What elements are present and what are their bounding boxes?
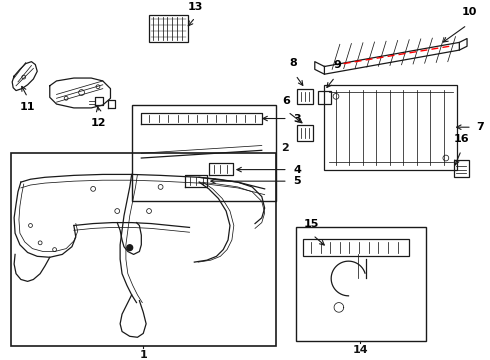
Text: 13: 13 <box>188 1 203 12</box>
Bar <box>297 89 313 104</box>
Bar <box>132 105 276 201</box>
Text: 4: 4 <box>294 165 301 175</box>
Bar <box>297 125 313 141</box>
Bar <box>149 15 188 42</box>
Bar <box>11 153 276 346</box>
Text: 14: 14 <box>352 345 368 355</box>
Text: 2: 2 <box>281 143 289 153</box>
Text: 10: 10 <box>461 7 477 17</box>
Bar <box>295 228 426 341</box>
Text: 3: 3 <box>294 113 301 123</box>
Text: 1: 1 <box>139 350 147 360</box>
Text: 16: 16 <box>453 134 469 144</box>
Bar <box>303 239 409 256</box>
Text: 6: 6 <box>282 96 290 106</box>
Text: 5: 5 <box>294 176 301 186</box>
Text: 11: 11 <box>20 102 35 112</box>
Text: 9: 9 <box>333 60 341 70</box>
Text: 15: 15 <box>303 219 318 229</box>
Bar <box>454 160 469 177</box>
Bar <box>324 85 457 170</box>
Text: 7: 7 <box>477 122 485 132</box>
Text: 8: 8 <box>290 58 297 68</box>
Bar <box>318 91 331 104</box>
Text: 12: 12 <box>91 118 107 127</box>
Circle shape <box>127 245 133 251</box>
